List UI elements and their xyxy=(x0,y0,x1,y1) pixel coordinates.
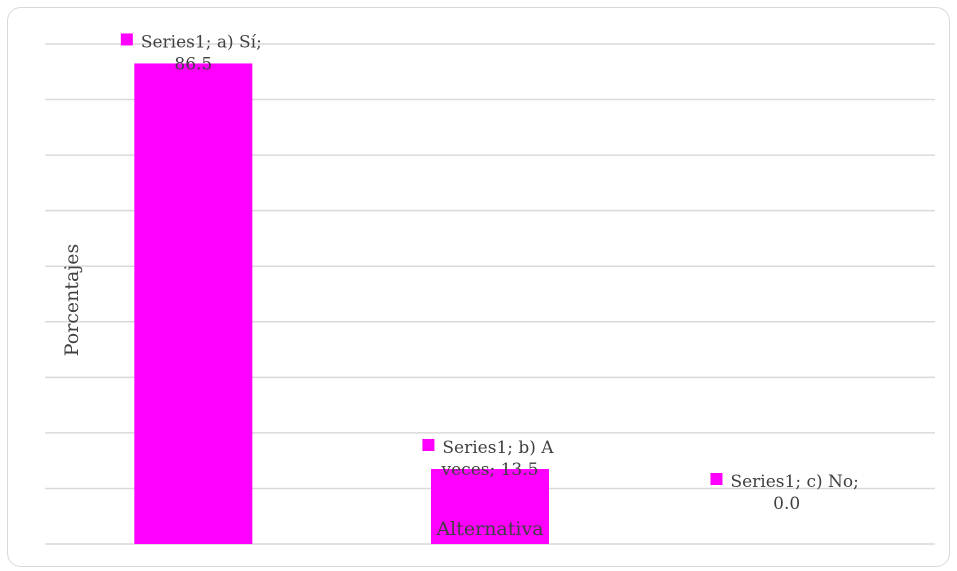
data-label-line2: 86.5 xyxy=(174,54,212,74)
legend-key-square xyxy=(710,473,723,485)
data-label-line2: 0.0 xyxy=(773,494,800,514)
legend-key-square xyxy=(422,439,435,451)
bars xyxy=(134,63,549,544)
bar-1 xyxy=(134,63,253,544)
data-label-line1: Series1; a) Sí; xyxy=(141,32,262,52)
x-axis-title: Alternativa xyxy=(435,518,543,540)
y-axis-title: Porcentajes xyxy=(61,244,83,357)
data-label-line1: Series1; c) No; xyxy=(730,472,858,492)
data-label-3: Series1; c) No;0.0 xyxy=(710,472,859,514)
legend-key-square xyxy=(120,33,133,46)
data-label-line2: veces; 13.5 xyxy=(441,460,539,480)
bar-2 xyxy=(431,469,549,544)
data-label-1: Series1; a) Sí;86.5 xyxy=(120,32,262,74)
data-label-line1: Series1; b) A xyxy=(442,438,554,458)
